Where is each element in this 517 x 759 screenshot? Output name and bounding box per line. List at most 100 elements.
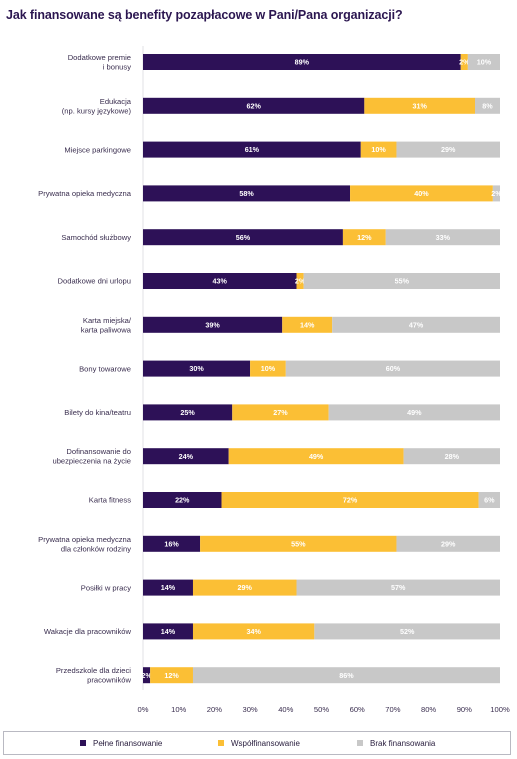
- data-label: 61%: [245, 145, 260, 154]
- data-label: 2%: [295, 277, 306, 286]
- data-label: 29%: [441, 539, 456, 548]
- x-tick-label: 50%: [314, 705, 329, 714]
- bar-segment: [250, 360, 286, 377]
- data-label: 43%: [213, 277, 228, 286]
- bar-segment: [143, 535, 201, 552]
- category-label: Prywatna opieka medyczna dla członków rod…: [38, 535, 132, 554]
- bar-segment: [314, 623, 500, 640]
- bar-segment: [192, 667, 501, 684]
- data-label: 10%: [477, 58, 492, 67]
- x-tick-label: 90%: [457, 705, 472, 714]
- bar-segment: [385, 229, 500, 246]
- data-label: 29%: [441, 145, 456, 154]
- data-label: 49%: [407, 408, 422, 417]
- data-label: 22%: [175, 496, 190, 505]
- data-label: 55%: [395, 277, 410, 286]
- category-label: Edukacja (np. kursy językowe): [62, 97, 132, 116]
- bar-segment: [192, 623, 315, 640]
- category-label: Dofinansowanie do ubezpieczenia na życie: [52, 447, 131, 466]
- bar-segment: [282, 316, 333, 333]
- bar-segment: [143, 360, 251, 377]
- data-label: 24%: [179, 452, 194, 461]
- bar-segment: [143, 316, 283, 333]
- bar-segment: [478, 492, 500, 508]
- legend-label-co: Współfinansowanie: [231, 739, 300, 748]
- data-label: 33%: [436, 233, 451, 242]
- data-label: 57%: [391, 583, 406, 592]
- legend-item-none: Brak finansowania: [357, 739, 435, 748]
- chart-legend: Pełne finansowanie Współfinansowanie Bra…: [3, 731, 511, 755]
- bar-segment: [143, 185, 351, 202]
- data-label: 40%: [414, 189, 429, 198]
- bar-segment: [143, 448, 229, 465]
- bar-segment: [228, 448, 404, 465]
- bar-segment: [143, 97, 365, 114]
- category-label: Karta fitness: [89, 496, 131, 505]
- data-label: 56%: [236, 233, 251, 242]
- data-label: 12%: [164, 671, 179, 680]
- data-label: 10%: [261, 364, 276, 373]
- bar-segment: [150, 667, 193, 684]
- legend-item-co: Współfinansowanie: [218, 739, 300, 748]
- bar-segment: [492, 185, 500, 202]
- data-label: 28%: [445, 452, 460, 461]
- data-label: 60%: [386, 364, 401, 373]
- x-tick-label: 10%: [171, 705, 186, 714]
- data-label: 27%: [273, 408, 288, 417]
- data-label: 2%: [491, 189, 502, 198]
- legend-label-none: Brak finansowania: [370, 739, 436, 748]
- x-tick-label: 30%: [242, 705, 257, 714]
- data-label: 14%: [161, 583, 176, 592]
- data-label: 47%: [409, 320, 424, 329]
- data-label: 10%: [371, 145, 386, 154]
- legend-label-full: Pełne finansowanie: [93, 739, 163, 748]
- x-tick-label: 100%: [490, 705, 510, 714]
- data-label: 6%: [484, 496, 495, 505]
- bar-segment: [332, 316, 500, 333]
- bar-segment: [396, 535, 500, 552]
- data-label: 16%: [164, 539, 179, 548]
- bar-segment: [475, 97, 500, 114]
- x-tick-label: 80%: [421, 705, 436, 714]
- data-label: 34%: [246, 627, 261, 636]
- data-label: 62%: [246, 101, 261, 110]
- data-label: 30%: [189, 364, 204, 373]
- data-label: 49%: [309, 452, 324, 461]
- bar-segment: [200, 535, 397, 552]
- bar-segment: [396, 141, 500, 158]
- data-label: 89%: [295, 58, 310, 67]
- bar-segment: [403, 448, 500, 465]
- bar-segment: [467, 54, 500, 70]
- bar-segment: [350, 185, 493, 202]
- bar-segment: [143, 492, 222, 508]
- data-label: 14%: [161, 627, 176, 636]
- legend-swatch-full: [80, 740, 86, 746]
- x-tick-label: 0%: [138, 705, 149, 714]
- category-label: Bilety do kina/teatru: [64, 408, 131, 417]
- stacked-bar-chart: Dodatkowe premie i bonusy 89% 2% 10% Edukacja…: [38, 46, 510, 714]
- data-label: 2%: [459, 58, 470, 67]
- bar-segment: [296, 579, 500, 596]
- x-tick-label: 60%: [350, 705, 365, 714]
- category-label: Posiłki w pracy: [81, 583, 131, 592]
- bar-segment: [192, 579, 297, 596]
- legend-swatch-none: [357, 740, 363, 746]
- bar-segment: [342, 229, 386, 246]
- category-label: Miejsce parkingowe: [64, 145, 131, 154]
- bar-segment: [143, 579, 193, 596]
- bar-segment: [285, 360, 500, 377]
- data-label: 25%: [180, 408, 195, 417]
- legend-item-full: Pełne finansowanie: [80, 739, 162, 748]
- data-label: 55%: [291, 539, 306, 548]
- data-label: 86%: [339, 671, 354, 680]
- bar-segment: [328, 404, 500, 421]
- data-label: 29%: [238, 583, 253, 592]
- bar-segment: [296, 273, 304, 289]
- bar-segment: [360, 141, 397, 158]
- category-label: Karta miejska/karta paliwowa: [81, 316, 132, 335]
- bar-segment: [143, 229, 343, 246]
- bar-segment: [143, 667, 151, 684]
- category-label: Dodatkowe dni urlopu: [58, 277, 131, 286]
- bar-segment: [143, 404, 233, 421]
- bar-segment: [221, 492, 479, 508]
